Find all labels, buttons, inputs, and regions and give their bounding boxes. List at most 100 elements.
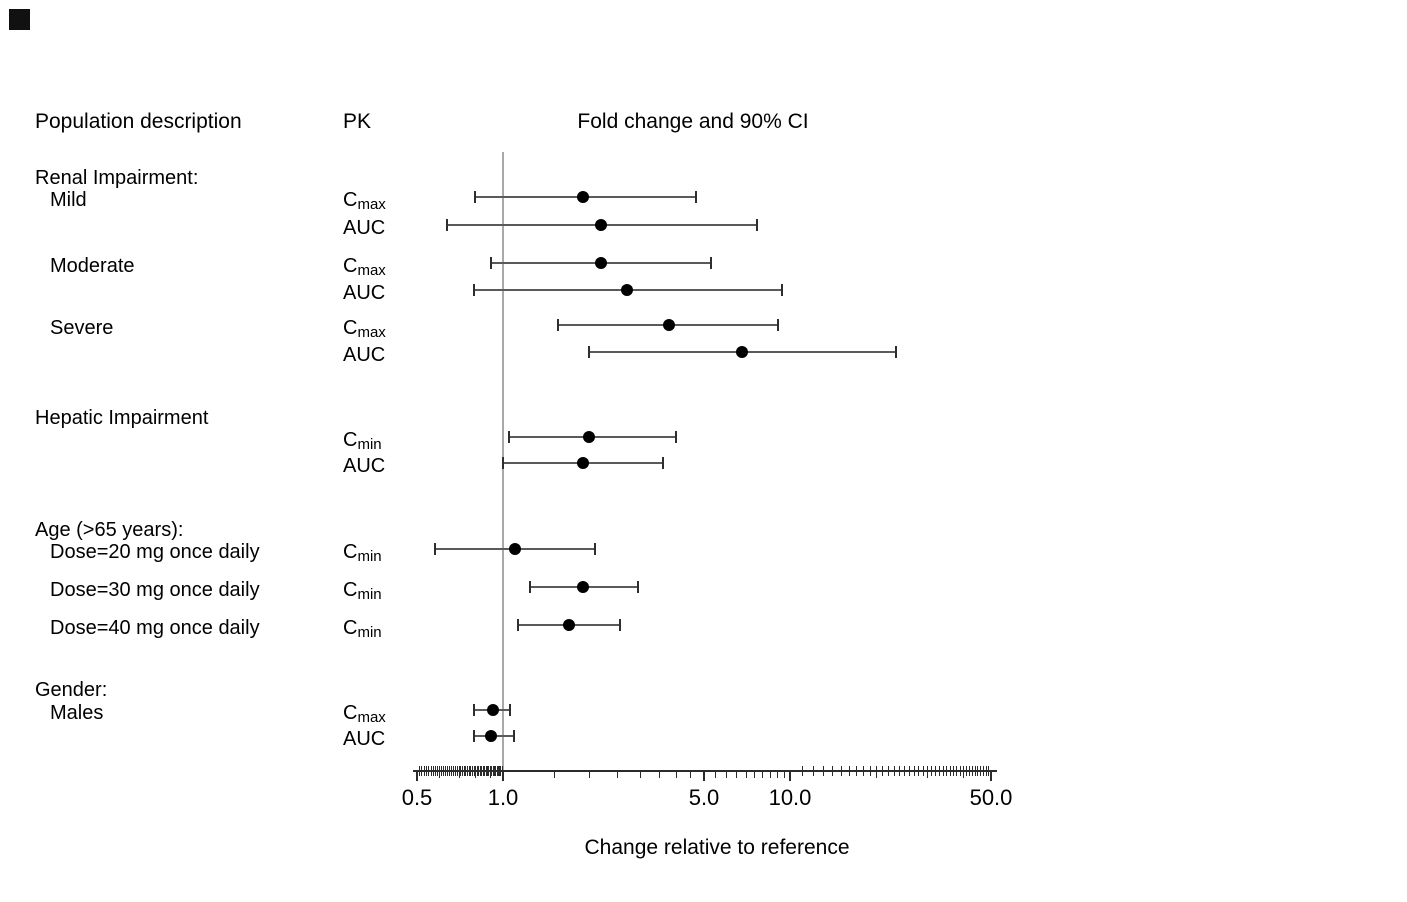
x-axis-major-tick: [789, 770, 791, 781]
x-axis-minor-tick: [849, 766, 850, 776]
x-axis-minor-tick: [914, 766, 915, 776]
pk-label-text: AUC: [343, 344, 386, 366]
point-estimate-dot: [486, 704, 499, 716]
pk-label: Cmin: [343, 617, 382, 644]
x-axis-medium-tick: [475, 770, 476, 778]
x-axis-minor-tick: [460, 766, 461, 776]
x-axis-minor-tick: [802, 766, 803, 776]
x-axis-minor-tick: [453, 766, 454, 776]
ci-cap-high: [512, 730, 515, 742]
population-label: Males: [50, 702, 104, 724]
x-axis-minor-tick: [888, 766, 889, 776]
x-axis-minor-tick: [986, 766, 987, 776]
point-estimate-dot: [577, 191, 589, 203]
x-axis-minor-tick: [923, 766, 924, 776]
point-estimate-dot: [563, 619, 576, 631]
x-axis-minor-tick: [493, 766, 494, 776]
pk-label-text: C: [343, 579, 358, 601]
x-axis-medium-tick: [726, 770, 727, 778]
pk-label-subscript: min: [357, 436, 382, 453]
pk-label-text: C: [343, 317, 358, 339]
pk-label: Cmax: [343, 189, 386, 216]
ci-cap-low: [528, 581, 531, 593]
x-axis-minor-tick: [956, 766, 957, 776]
pk-label: Cmax: [343, 317, 386, 344]
x-axis-minor-tick: [497, 766, 498, 776]
x-axis-minor-tick: [983, 766, 984, 776]
pk-label: Cmax: [343, 255, 386, 282]
x-axis-major-tick: [416, 770, 418, 781]
ci-cap-low: [502, 457, 504, 469]
pk-label-text: C: [343, 189, 358, 211]
x-axis-minor-tick: [495, 766, 496, 776]
point-estimate-dot: [485, 730, 498, 742]
x-axis-medium-tick: [746, 770, 747, 778]
x-axis-minor-tick: [969, 766, 970, 776]
pk-label-subscript: max: [357, 262, 386, 279]
x-axis-minor-tick: [935, 766, 936, 776]
x-axis-line: [413, 770, 997, 772]
x-axis-minor-tick: [483, 766, 484, 776]
x-axis-minor-tick: [467, 766, 468, 776]
pk-label-subscript: max: [357, 324, 386, 341]
pk-label: Cmax: [343, 702, 386, 729]
x-axis-minor-tick: [950, 766, 951, 776]
x-axis-minor-tick: [437, 766, 438, 776]
pk-label-text: C: [343, 429, 358, 451]
x-axis-tick-label: 10.0: [768, 785, 812, 810]
x-axis-minor-tick: [480, 766, 481, 776]
pk-label-subscript: min: [357, 586, 382, 603]
x-axis-medium-tick: [754, 770, 755, 778]
ci-cap-high: [509, 704, 512, 716]
pk-label: AUC: [343, 455, 385, 477]
x-axis-minor-tick: [441, 766, 442, 776]
x-axis-medium-tick: [490, 770, 491, 778]
point-estimate-dot: [583, 431, 596, 443]
x-axis-minor-tick: [465, 766, 466, 776]
pk-label-text: AUC: [343, 728, 386, 750]
x-axis-minor-tick: [470, 766, 471, 776]
x-axis-medium-tick: [617, 770, 618, 778]
ci-cap-high: [661, 457, 664, 469]
x-axis-medium-tick: [659, 770, 660, 778]
pk-label-text: AUC: [343, 217, 386, 239]
corner-mark: [9, 9, 30, 30]
x-axis-minor-tick: [918, 766, 919, 776]
section-heading: Renal Impairment:: [35, 167, 199, 189]
x-axis-minor-tick: [488, 766, 489, 776]
column-header-pk: PK: [343, 110, 372, 133]
x-axis-minor-tick: [943, 766, 944, 776]
x-axis-medium-tick: [690, 770, 691, 778]
x-axis-medium-tick: [736, 770, 737, 778]
pk-label-subscript: max: [357, 709, 386, 726]
x-axis-minor-tick: [498, 766, 499, 776]
x-axis-minor-tick: [500, 766, 501, 776]
pk-label-subscript: min: [357, 624, 382, 641]
x-axis-tick-label: 50.0: [969, 785, 1013, 810]
x-axis-major-tick: [703, 770, 705, 781]
x-axis-minor-tick: [455, 766, 456, 776]
ci-cap-low: [508, 431, 511, 443]
population-label: Dose=40 mg once daily: [50, 617, 260, 639]
x-axis-minor-tick: [972, 766, 973, 776]
point-estimate-dot: [620, 284, 633, 296]
x-axis-medium-tick: [715, 770, 716, 778]
x-axis-minor-tick: [856, 766, 857, 776]
section-heading: Hepatic Impairment: [35, 407, 209, 429]
x-axis-minor-tick: [832, 766, 833, 776]
section-heading: Gender:: [35, 679, 108, 701]
x-axis-medium-tick: [640, 770, 641, 778]
x-axis-minor-tick: [419, 766, 420, 776]
ci-cap-high: [636, 581, 639, 593]
x-axis-minor-tick: [870, 766, 871, 776]
x-axis-minor-tick: [478, 766, 479, 776]
pk-label-text: AUC: [343, 455, 386, 477]
ci-cap-high: [781, 284, 784, 296]
x-axis-minor-tick: [494, 766, 495, 776]
pk-label-text: C: [343, 702, 358, 724]
x-axis-tick-label: 0.5: [401, 785, 433, 810]
x-axis-minor-tick: [491, 766, 492, 776]
x-axis-minor-tick: [894, 766, 895, 776]
x-axis-minor-tick: [457, 766, 458, 776]
x-axis-minor-tick: [462, 766, 463, 776]
